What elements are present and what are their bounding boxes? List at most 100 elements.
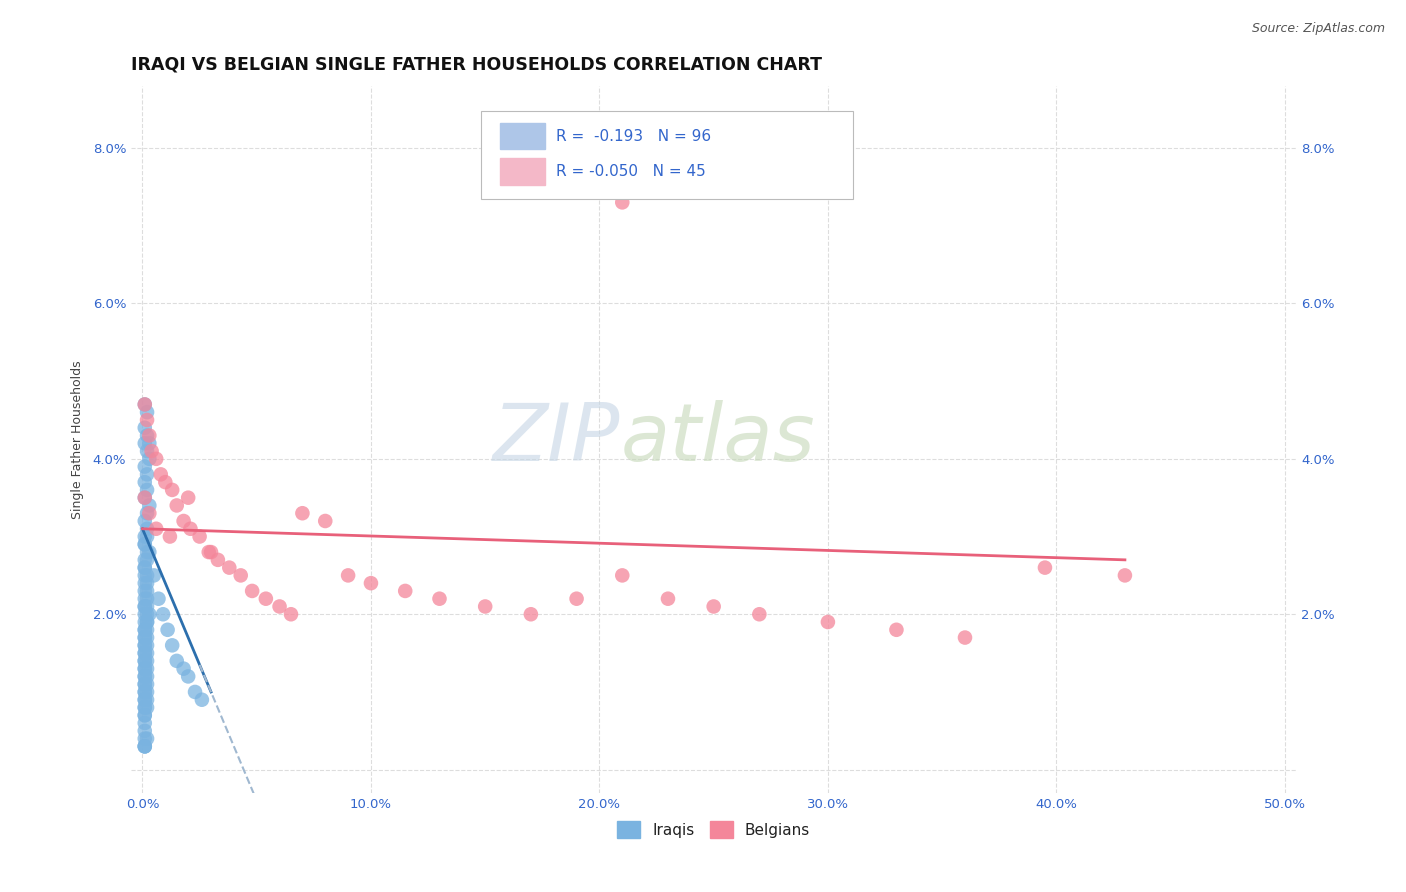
Point [314, 514, 336, 528]
Point [134, 731, 156, 746]
Point [177, 669, 200, 683]
Point [136, 444, 159, 458]
Point [134, 529, 156, 543]
Point [134, 560, 156, 574]
Point [134, 459, 156, 474]
Point [612, 195, 634, 210]
Point [134, 739, 156, 754]
Point [136, 583, 159, 598]
Point [136, 591, 159, 606]
Text: R =  -0.193   N = 96: R = -0.193 N = 96 [557, 128, 711, 144]
Point [136, 615, 159, 629]
Point [134, 669, 156, 683]
Point [134, 397, 156, 411]
Point [134, 631, 156, 645]
Point [134, 638, 156, 652]
Point [134, 560, 156, 574]
Point [337, 568, 360, 582]
Point [138, 499, 160, 513]
Point [136, 631, 159, 645]
Point [565, 591, 588, 606]
Point [197, 545, 219, 559]
Point [136, 529, 159, 543]
Point [134, 638, 156, 652]
Point [748, 607, 770, 622]
Point [134, 662, 156, 676]
Point [612, 568, 634, 582]
Point [134, 685, 156, 699]
FancyBboxPatch shape [501, 158, 544, 185]
Point [166, 654, 188, 668]
Point [218, 560, 240, 574]
Point [160, 638, 183, 652]
Point [360, 576, 382, 591]
Point [138, 545, 160, 559]
Point [136, 669, 159, 683]
Point [134, 591, 156, 606]
Point [134, 514, 156, 528]
Point [134, 436, 156, 450]
Point [291, 506, 314, 520]
Point [141, 444, 163, 458]
Point [136, 568, 159, 582]
Point [429, 591, 451, 606]
Point [474, 599, 496, 614]
Point [177, 491, 200, 505]
Point [134, 646, 156, 660]
Point [136, 623, 159, 637]
Point [136, 685, 159, 699]
Point [188, 529, 211, 543]
Point [703, 599, 725, 614]
Point [152, 607, 174, 622]
Point [136, 646, 159, 660]
Point [136, 545, 159, 559]
Point [136, 731, 159, 746]
Text: atlas: atlas [620, 401, 815, 478]
Point [134, 475, 156, 490]
Point [1114, 568, 1136, 582]
Point [953, 631, 976, 645]
Point [173, 662, 195, 676]
Point [191, 692, 214, 706]
Point [145, 451, 167, 466]
Point [134, 739, 156, 754]
Point [280, 607, 302, 622]
Point [173, 514, 195, 528]
Point [134, 537, 156, 551]
Point [134, 491, 156, 505]
Point [134, 654, 156, 668]
Text: R = -0.050   N = 45: R = -0.050 N = 45 [557, 164, 706, 179]
Point [138, 428, 160, 442]
Point [134, 692, 156, 706]
Point [136, 467, 159, 482]
Point [179, 522, 201, 536]
Point [138, 607, 160, 622]
Point [134, 692, 156, 706]
Point [159, 529, 181, 543]
Point [136, 553, 159, 567]
Point [657, 591, 679, 606]
Point [240, 583, 263, 598]
FancyBboxPatch shape [501, 122, 544, 150]
Point [148, 591, 170, 606]
Point [134, 568, 156, 582]
Point [134, 700, 156, 714]
Point [134, 397, 156, 411]
Point [138, 451, 160, 466]
Point [520, 607, 543, 622]
Point [134, 677, 156, 691]
Point [138, 436, 160, 450]
Point [136, 607, 159, 622]
Point [134, 716, 156, 731]
Y-axis label: Single Father Households: Single Father Households [72, 360, 84, 519]
Point [136, 522, 159, 536]
Point [136, 428, 159, 442]
Point [145, 522, 167, 536]
Point [149, 467, 172, 482]
Point [136, 692, 159, 706]
Point [134, 583, 156, 598]
Point [136, 413, 159, 427]
Point [134, 677, 156, 691]
Point [136, 654, 159, 668]
Text: IRAQI VS BELGIAN SINGLE FATHER HOUSEHOLDS CORRELATION CHART: IRAQI VS BELGIAN SINGLE FATHER HOUSEHOLD… [131, 55, 823, 73]
